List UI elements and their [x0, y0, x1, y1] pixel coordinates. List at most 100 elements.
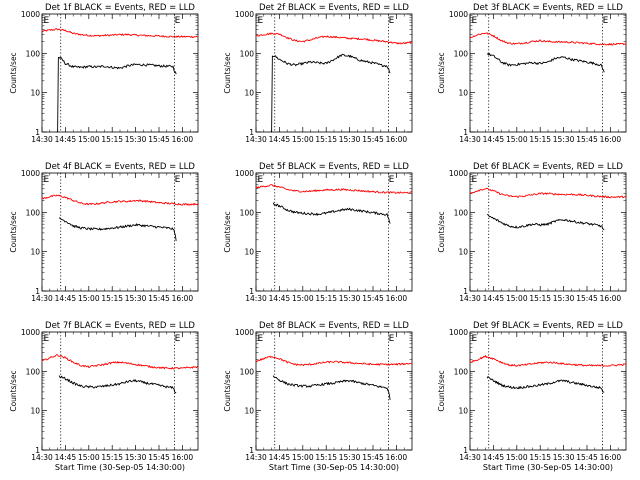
y-tick-label: 100	[454, 49, 469, 58]
chart-title: Det 9f BLACK = Events, RED = LLD	[473, 321, 623, 331]
y-tick-label: 1	[35, 446, 40, 455]
x-tick-label: 15:45	[148, 135, 170, 144]
x-tick-label: 14:45	[483, 135, 505, 144]
x-tick-label: 15:45	[362, 294, 384, 303]
y-tick-label: 10	[458, 407, 468, 416]
chart-panel: Det 5f BLACK = Events, RED = LLD 1 10 100 10…	[223, 162, 413, 303]
x-tick-label: 15:15	[315, 294, 337, 303]
chart-title: Det 3f BLACK = Events, RED = LLD	[473, 3, 623, 13]
chart-panel: Det 3f BLACK = Events, RED = LLD 1 10 100 10…	[437, 3, 627, 144]
x-tick-label: 15:15	[101, 135, 123, 144]
e-marker: E	[44, 175, 50, 185]
y-tick-label: 100	[26, 208, 41, 217]
y-tick-label: 100	[240, 208, 255, 217]
x-tick-label: 14:30	[459, 135, 481, 144]
y-tick-label: 1000	[21, 328, 40, 337]
y-tick-label: 1000	[449, 169, 468, 178]
x-tick-label: 16:00	[600, 294, 622, 303]
e-marker: E	[258, 16, 264, 26]
y-tick-label: 10	[244, 407, 254, 416]
x-tick-label: 15:00	[78, 453, 100, 462]
x-tick-label: 14:30	[245, 453, 267, 462]
events-series-line	[58, 217, 177, 242]
y-tick-label: 10	[30, 248, 40, 257]
y-tick-label: 10	[30, 407, 40, 416]
x-tick-label: 16:00	[172, 135, 194, 144]
x-tick-label: 15:30	[125, 294, 147, 303]
events-series-line	[486, 376, 605, 393]
e-marker: E	[389, 16, 395, 26]
x-tick-label: 16:00	[386, 135, 408, 144]
y-tick-label: 100	[454, 367, 469, 376]
x-tick-label: 14:30	[459, 453, 481, 462]
events-series-line	[486, 53, 605, 73]
x-tick-label: 14:45	[55, 453, 77, 462]
y-axis-label: Counts/sec	[9, 211, 18, 252]
x-tick-label: 15:30	[339, 294, 361, 303]
chart-title: Det 5f BLACK = Events, RED = LLD	[259, 162, 409, 172]
x-tick-label: 14:30	[245, 135, 267, 144]
y-tick-label: 1000	[21, 10, 40, 19]
x-axis-label: Start Time (30-Sep-05 14:30:00)	[269, 463, 399, 472]
x-tick-label: 15:15	[529, 453, 551, 462]
e-marker: E	[389, 334, 395, 344]
y-tick-label: 1	[249, 287, 254, 296]
y-tick-label: 10	[458, 248, 468, 257]
chart-title: Det 1f BLACK = Events, RED = LLD	[45, 3, 195, 13]
events-series-line	[58, 375, 177, 394]
x-tick-label: 15:45	[362, 135, 384, 144]
e-marker: E	[603, 175, 609, 185]
e-marker: E	[472, 175, 478, 185]
y-tick-label: 1000	[235, 169, 254, 178]
x-tick-label: 14:45	[483, 294, 505, 303]
y-axis-label: Counts/sec	[223, 211, 232, 252]
y-tick-label: 1	[35, 287, 40, 296]
x-tick-label: 15:00	[292, 135, 314, 144]
x-tick-label: 15:30	[125, 453, 147, 462]
x-tick-label: 15:00	[292, 294, 314, 303]
chart-panel: Det 1f BLACK = Events, RED = LLD 1 10 100 10…	[9, 3, 199, 144]
x-tick-label: 15:15	[101, 294, 123, 303]
chart-title: Det 8f BLACK = Events, RED = LLD	[259, 321, 409, 331]
events-series-line	[56, 56, 177, 133]
x-tick-label: 16:00	[172, 453, 194, 462]
lld-series-line	[469, 187, 627, 199]
x-tick-label: 16:00	[172, 294, 194, 303]
x-tick-label: 16:00	[600, 453, 622, 462]
y-tick-label: 100	[240, 49, 255, 58]
x-tick-label: 14:30	[31, 135, 53, 144]
lld-series-line	[41, 28, 199, 38]
x-tick-label: 15:15	[529, 135, 551, 144]
y-tick-label: 1000	[449, 10, 468, 19]
y-axis-label: Counts/sec	[9, 370, 18, 411]
chart-panel: Det 2f BLACK = Events, RED = LLD 1 10 100 10…	[223, 3, 413, 144]
x-tick-label: 15:30	[339, 453, 361, 462]
y-tick-label: 1000	[21, 169, 40, 178]
y-axis-label: Counts/sec	[223, 52, 232, 93]
chart-panel: Det 8f BLACK = Events, RED = LLD 1 10 100 10…	[223, 321, 413, 472]
e-marker: E	[472, 16, 478, 26]
y-axis-label: Counts/sec	[437, 211, 446, 252]
x-tick-label: 15:45	[576, 294, 598, 303]
x-tick-label: 15:30	[339, 135, 361, 144]
chart-panel: Det 7f BLACK = Events, RED = LLD 1 10 100 10…	[9, 321, 199, 472]
chart-panel: Det 6f BLACK = Events, RED = LLD 1 10 100 10…	[437, 162, 627, 303]
e-marker: E	[472, 334, 478, 344]
e-marker: E	[603, 16, 609, 26]
lld-series-line	[469, 355, 627, 367]
lld-series-line	[255, 355, 413, 367]
y-tick-label: 100	[240, 367, 255, 376]
e-marker: E	[389, 175, 395, 185]
x-tick-label: 15:15	[529, 294, 551, 303]
y-axis-label: Counts/sec	[437, 52, 446, 93]
x-tick-label: 15:00	[506, 453, 528, 462]
x-tick-label: 15:00	[78, 294, 100, 303]
lld-series-line	[255, 32, 413, 45]
chart-title: Det 6f BLACK = Events, RED = LLD	[473, 162, 623, 172]
x-tick-label: 14:45	[55, 135, 77, 144]
x-tick-label: 14:45	[55, 294, 77, 303]
x-tick-label: 16:00	[386, 294, 408, 303]
x-tick-label: 15:30	[553, 453, 575, 462]
events-series-line	[486, 213, 605, 231]
